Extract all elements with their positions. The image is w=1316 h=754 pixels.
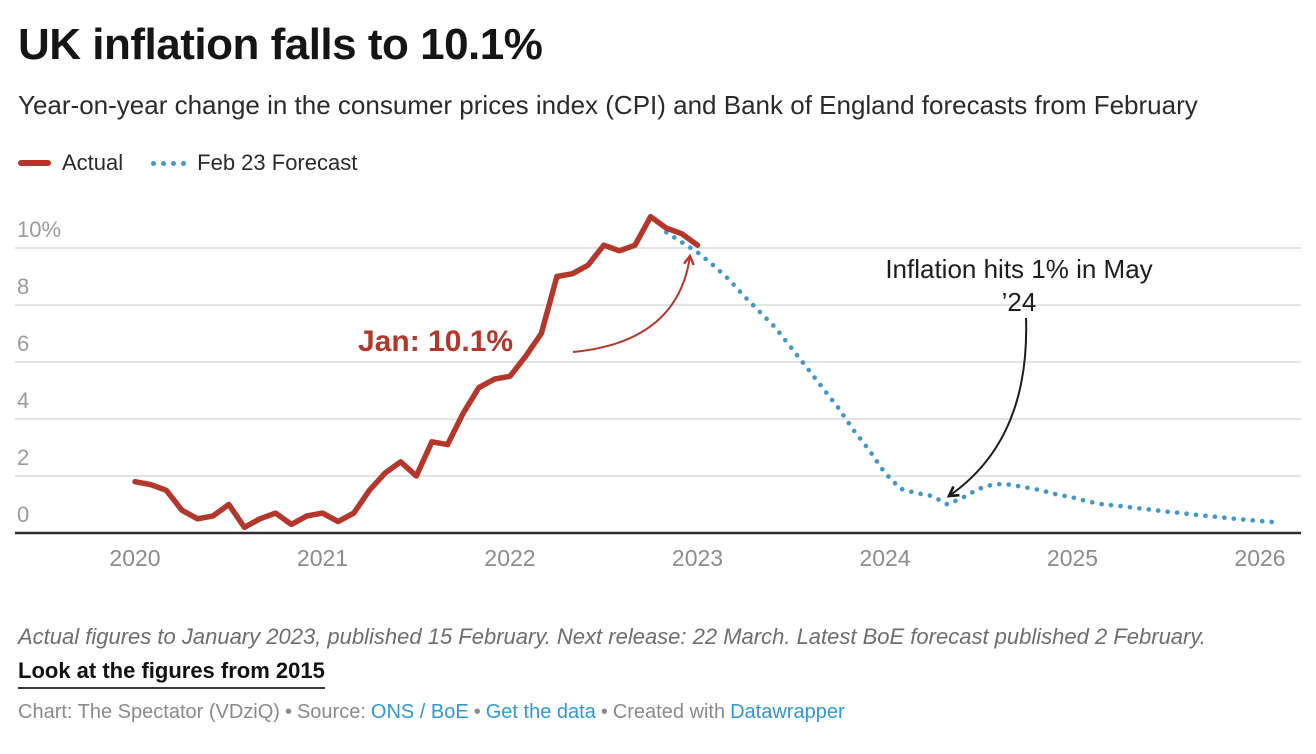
separator-dot: • — [600, 701, 608, 723]
separator-dot: • — [473, 701, 481, 723]
x-axis-tick-label: 2024 — [859, 545, 910, 571]
solid-line-swatch-icon — [18, 160, 51, 166]
y-axis-tick-label: 0 — [17, 502, 29, 527]
page-title: UK inflation falls to 10.1% — [18, 20, 543, 69]
y-axis-tick-label: 4 — [17, 388, 29, 413]
datawrapper-link[interactable]: Datawrapper — [730, 701, 845, 723]
x-axis-tick-label: 2022 — [484, 545, 535, 571]
actual-line — [132, 213, 701, 531]
created-with-label: Created with — [612, 701, 726, 723]
legend-item-actual: Actual — [18, 150, 123, 176]
legend-label-forecast: Feb 23 Forecast — [197, 150, 358, 175]
y-axis-tick-label: 8 — [17, 274, 29, 299]
jan-value-label: Jan: 10.1% — [358, 325, 513, 358]
credit-line: Chart: The Spectator (VDziQ) • Source: ONS … — [18, 701, 845, 724]
legend-label-actual: Actual — [62, 150, 124, 175]
y-axis-tick-label: 10% — [17, 217, 61, 242]
x-axis-tick-label: 2021 — [297, 545, 348, 571]
figures-from-2015-link[interactable]: Look at the figures from 2015 — [18, 658, 325, 689]
get-the-data-link[interactable]: Get the data — [485, 701, 596, 723]
legend: Actual Feb 23 Forecast — [18, 150, 357, 176]
x-axis-tick-label: 2020 — [109, 545, 160, 571]
y-axis-tick-label: 2 — [17, 445, 29, 470]
jan-value-label-arrow — [572, 253, 695, 353]
legend-item-forecast: Feb 23 Forecast — [151, 150, 357, 176]
x-axis-tick-label: 2023 — [672, 545, 723, 571]
chart-footnote: Actual figures to January 2023, publishe… — [18, 624, 1206, 649]
may24-label: ’24 — [1002, 287, 1037, 317]
dotted-line-swatch-icon — [151, 160, 187, 166]
source-label: Source: — [296, 701, 366, 723]
source-link[interactable]: ONS / BoE — [370, 701, 469, 723]
y-axis-tick-label: 6 — [17, 331, 29, 356]
x-axis-tick-label: 2026 — [1234, 545, 1285, 571]
forecast-line — [663, 229, 1278, 525]
chart-subtitle: Year-on-year change in the consumer pric… — [18, 90, 1198, 120]
separator-dot: • — [284, 701, 292, 723]
may24-label: Inflation hits 1% in May — [885, 254, 1152, 284]
chart-credit-label: Chart: The Spectator (VDziQ) — [18, 701, 280, 723]
chart-area: 10% 8 6 4 2 0 2020 2021 2022 2023 2024 2025 2026 Jan:… — [0, 190, 1316, 590]
x-axis-tick-label: 2025 — [1047, 545, 1098, 571]
may24-label-arrow — [946, 317, 1028, 498]
